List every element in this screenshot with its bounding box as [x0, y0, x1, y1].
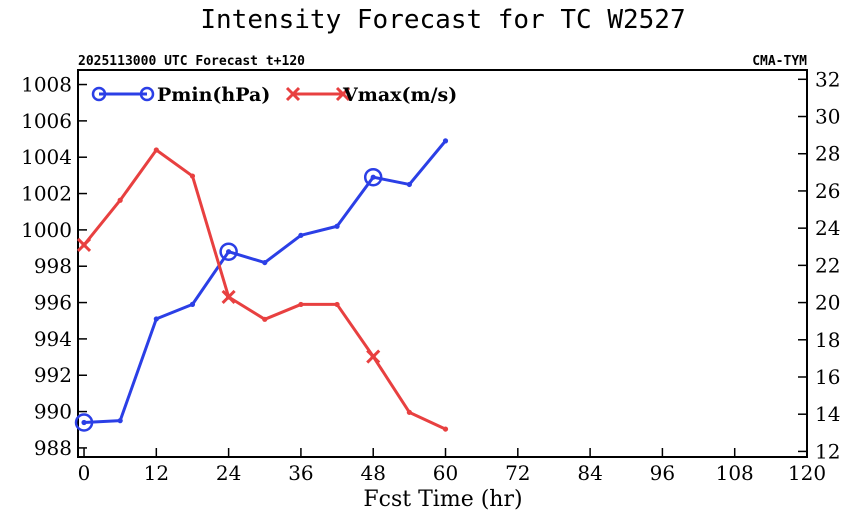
legend-marker-vmax-0 — [285, 86, 301, 102]
right-tick-label-32: 32 — [815, 67, 840, 91]
x-tick-label-96: 96 — [650, 461, 675, 485]
legend-item-vmax: Vmax(m/s) — [285, 84, 457, 106]
vmax-marker-48 — [366, 349, 381, 364]
x-tick-label-72: 72 — [505, 461, 530, 485]
legend-marker-pmin-0 — [91, 86, 107, 102]
pmin-marker-48 — [363, 167, 383, 187]
vmax-line — [82, 148, 447, 431]
vmax-point-36 — [298, 301, 304, 308]
x-tick-label-0: 0 — [78, 461, 91, 485]
x-tick-label-84: 84 — [577, 461, 602, 485]
vmax-point-42 — [334, 301, 340, 308]
right-axis-ticks: 12 14 16 18 20 22 24 26 28 30 32 — [798, 67, 840, 463]
forecast-time-label: 2025113000 UTC Forecast t+120 — [78, 54, 305, 69]
pmin-point-18 — [189, 301, 196, 307]
legend-marker-vmax-1-stroke-b — [335, 86, 351, 102]
right-tick-label-12: 12 — [815, 439, 840, 463]
left-tick-label-998: 998 — [34, 254, 72, 278]
pmin-point-6 — [117, 418, 123, 424]
legend-item-pmin: Pmin(hPa) — [91, 84, 270, 106]
pmin-line — [83, 139, 447, 424]
model-name-label: CMA-TYM — [752, 54, 807, 69]
chart-title: Intensity Forecast for TC W2527 — [200, 5, 685, 35]
right-tick-label-28: 28 — [815, 142, 840, 166]
pmin-point-36 — [298, 232, 304, 238]
vmax-point-54 — [406, 409, 412, 415]
x-tick-label-12: 12 — [144, 461, 169, 485]
left-tick-label-996: 996 — [34, 291, 72, 315]
right-tick-label-20: 20 — [815, 291, 840, 315]
right-tick-label-18: 18 — [815, 328, 840, 352]
legend-label-pmin: Pmin(hPa) — [157, 84, 270, 106]
x-tick-label-36: 36 — [288, 461, 313, 485]
vmax-point-60 — [442, 426, 449, 432]
pmin-marker-0 — [74, 413, 94, 432]
left-tick-label-994: 994 — [34, 327, 72, 351]
vmax-marker-24-stroke-b — [221, 289, 236, 305]
pmin-point-0 — [81, 419, 87, 426]
x-tick-label-60: 60 — [433, 461, 458, 485]
plot-frame — [77, 69, 808, 458]
pmin-point-24 — [226, 249, 232, 255]
right-tick-label-30: 30 — [815, 105, 840, 129]
pmin-point-54 — [406, 181, 412, 188]
vmax-point-12 — [153, 147, 159, 153]
pmin-marker-24 — [219, 242, 238, 261]
x-axis-label: Fcst Time (hr) — [363, 487, 522, 512]
right-tick-label-26: 26 — [815, 179, 840, 203]
left-axis-ticks: 988 990 992 994 996 998 1000 1002 1004 1006 1008 — [21, 73, 87, 460]
pmin-point-42 — [334, 223, 340, 229]
left-tick-label-1006: 1006 — [21, 109, 72, 133]
x-tick-label-120: 120 — [788, 461, 826, 485]
right-tick-label-16: 16 — [815, 365, 840, 389]
right-tick-label-24: 24 — [815, 216, 840, 240]
vmax-marker-24 — [221, 289, 236, 305]
legend-marker-vmax-1 — [335, 86, 351, 102]
vmax-point-30 — [262, 316, 268, 322]
left-tick-label-1004: 1004 — [21, 145, 72, 169]
vmax-point-18 — [189, 173, 196, 179]
vmax-series — [76, 147, 449, 432]
left-tick-label-1000: 1000 — [21, 218, 72, 242]
pmin-point-12 — [153, 316, 159, 322]
pmin-point-48 — [370, 174, 376, 180]
left-tick-label-988: 988 — [34, 436, 72, 460]
x-tick-label-108: 108 — [716, 461, 754, 485]
x-tick-label-24: 24 — [216, 461, 241, 485]
pmin-series — [74, 138, 449, 432]
legend: Pmin(hPa) Vmax(m/s) — [91, 84, 457, 106]
left-tick-label-1008: 1008 — [21, 73, 72, 97]
left-tick-label-1002: 1002 — [21, 182, 72, 206]
data-series — [74, 138, 449, 432]
legend-marker-pmin-1 — [139, 86, 155, 102]
legend-label-vmax: Vmax(m/s) — [342, 84, 457, 106]
x-axis-ticks: 0 12 24 36 48 60 72 84 96 108 120 — [78, 448, 826, 485]
vmax-point-6 — [117, 197, 123, 203]
vmax-marker-0 — [76, 237, 92, 252]
vmax-marker-48-stroke-b — [366, 349, 381, 364]
right-tick-label-22: 22 — [815, 253, 840, 277]
vmax-marker-0-stroke-b — [76, 237, 92, 252]
right-tick-label-14: 14 — [815, 402, 840, 426]
left-tick-label-990: 990 — [34, 400, 72, 424]
legend-marker-vmax-0-stroke-b — [285, 86, 301, 102]
left-tick-label-992: 992 — [34, 363, 72, 387]
pmin-point-30 — [262, 259, 268, 266]
x-tick-label-48: 48 — [360, 461, 385, 485]
pmin-point-60 — [442, 138, 449, 144]
